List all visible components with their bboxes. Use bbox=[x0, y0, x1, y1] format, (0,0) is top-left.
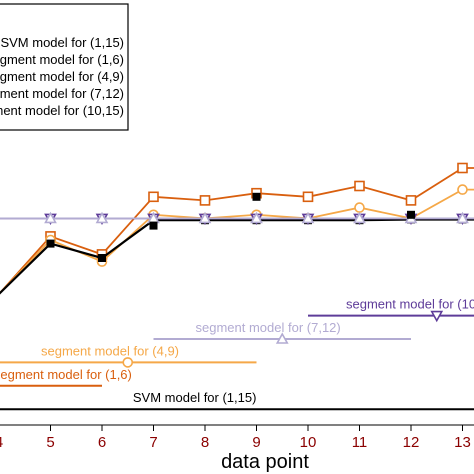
annotation-segment-model-for-7-12: segment model for (7,12) bbox=[153, 320, 411, 344]
series-svm-model-for-1-15 bbox=[0, 215, 474, 295]
data-point-marker bbox=[98, 254, 106, 262]
annotation-label: segment model for (7,12) bbox=[196, 320, 341, 335]
series-line bbox=[0, 167, 474, 295]
data-point-marker bbox=[354, 180, 365, 192]
data-point-marker bbox=[354, 202, 365, 213]
x-tick-label: 6 bbox=[98, 434, 106, 451]
x-axis: 4 5 6 7 8 9 10 11 12 13 bbox=[0, 424, 474, 451]
data-point-marker bbox=[250, 211, 263, 224]
legend: SVM model for (1,15) segment model for (1… bbox=[0, 3, 129, 131]
series-line bbox=[0, 188, 474, 295]
series-segment-model-for-1-6 bbox=[0, 162, 474, 295]
data-point-marker bbox=[44, 211, 57, 224]
svm-point bbox=[149, 221, 158, 230]
legend-entry: SVM model for (1,15) bbox=[0, 35, 124, 50]
x-tick-label: 9 bbox=[252, 434, 260, 451]
legend-entry: segment model for (10,15) bbox=[0, 103, 124, 118]
annotation-segment-model-for-10-15: segment model for (10,15) bbox=[308, 297, 474, 323]
data-point-marker bbox=[353, 211, 366, 224]
x-tick-label: 7 bbox=[149, 434, 157, 451]
x-tick-label: 10 bbox=[300, 434, 317, 451]
legend-entry: segment model for (7,12) bbox=[0, 86, 124, 101]
x-tick-label: 8 bbox=[201, 434, 209, 451]
data-point-marker bbox=[46, 239, 55, 248]
series-line bbox=[0, 218, 474, 295]
series-segment-model-for-4-9 bbox=[0, 184, 474, 295]
annotation-marker bbox=[275, 332, 289, 344]
plot-area bbox=[0, 162, 474, 295]
annotation-svm-model-for-1-15: SVM model for (1,15) bbox=[0, 390, 474, 411]
annotation-label: segment model for (1,6) bbox=[0, 367, 132, 382]
segment-annotations: segment model for (10,15) segment model f… bbox=[0, 297, 474, 411]
annotation-label: SVM model for (1,15) bbox=[133, 390, 257, 405]
data-point-marker bbox=[457, 162, 468, 174]
annotation-marker bbox=[430, 310, 444, 323]
data-point-marker bbox=[148, 191, 159, 203]
annotation-label: segment model for (10,15) bbox=[346, 297, 474, 312]
data-point-marker bbox=[456, 211, 469, 224]
legend-entry: segment model for (4,9) bbox=[0, 69, 124, 84]
series-segment-model-for-7-12 bbox=[0, 211, 474, 224]
annotation-marker bbox=[122, 357, 134, 368]
x-tick-label: 4 bbox=[0, 434, 3, 451]
svm-point bbox=[407, 210, 415, 219]
data-point-marker bbox=[199, 195, 211, 206]
legend-box bbox=[0, 3, 129, 131]
data-point-marker bbox=[457, 184, 468, 195]
svm-extra-points bbox=[149, 192, 415, 230]
data-point-marker bbox=[198, 211, 212, 224]
x-tick-label: 5 bbox=[46, 434, 54, 451]
data-point-marker bbox=[95, 211, 109, 224]
x-tick-label: 13 bbox=[454, 434, 471, 451]
data-point-marker bbox=[301, 211, 315, 224]
x-tick-label: 11 bbox=[352, 434, 368, 451]
data-point-marker bbox=[302, 191, 314, 203]
annotation-segment-model-for-4-9: segment model for (4,9) bbox=[0, 343, 257, 368]
annotation-label: segment model for (4,9) bbox=[41, 343, 179, 358]
x-tick-label: 12 bbox=[403, 434, 420, 451]
data-point-marker bbox=[405, 195, 417, 206]
x-axis-label: data point bbox=[221, 451, 309, 473]
legend-entry: segment model for (1,6) bbox=[0, 52, 124, 67]
annotation-segment-model-for-1-6: segment model for (1,6) bbox=[0, 367, 132, 387]
svm-point bbox=[252, 192, 261, 201]
